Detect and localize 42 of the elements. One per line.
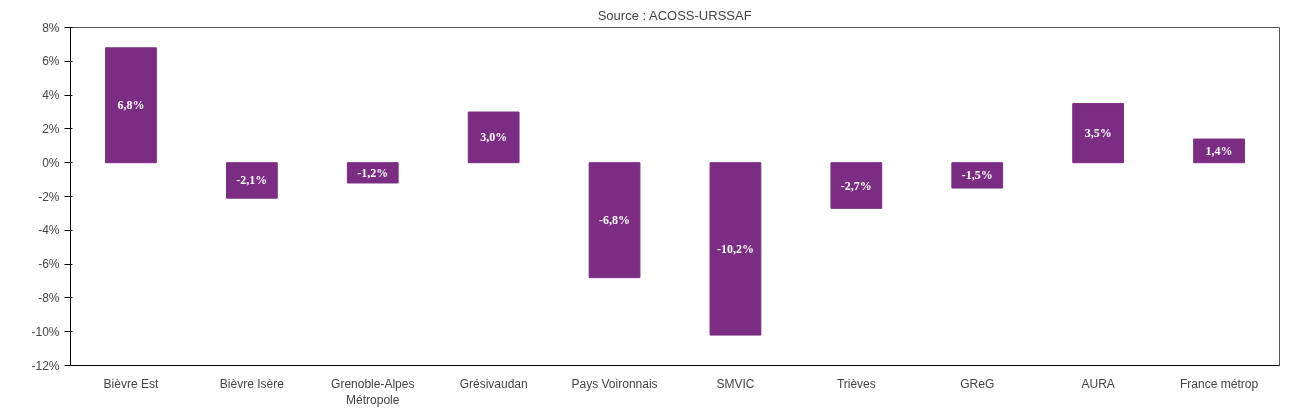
y-tick-label: -8% [38,290,60,305]
data-label: -6,8% [599,213,631,228]
data-label: -2,1% [236,173,268,188]
y-tick-label: 0% [42,155,60,170]
bar [830,162,883,209]
bar [467,111,520,164]
y-tick-label: -10% [31,324,60,339]
x-tick-label: AURA [1081,376,1115,391]
x-tick-label: Grenoble-Alpes Métropole [331,376,415,408]
y-tick-label: 8% [42,20,60,35]
x-tick-label: France métrop [1180,376,1259,391]
bar [709,162,762,336]
data-label: -10,2% [716,241,754,256]
y-tick-label: -12% [31,358,60,373]
y-tick-label: 2% [42,121,60,136]
bar [346,162,399,184]
data-label: -2,7% [840,178,872,193]
y-tick-label: -6% [38,257,60,272]
x-tick-label: SMVIC [716,376,755,391]
y-tick-label: -2% [38,189,60,204]
x-tick-label: Trièves [836,376,876,391]
bar [1193,138,1245,164]
x-tick-label: GReG [960,376,995,391]
data-label: -1,5% [961,168,993,183]
data-label: 3,0% [480,130,508,145]
x-tick-label: Grésivaudan [459,376,528,391]
x-tick-label: Bièvre Isère [219,376,285,391]
data-label: 6,8% [117,98,145,113]
bar [951,162,1004,189]
data-label: 3,5% [1084,126,1112,141]
data-label: 1,4% [1205,143,1233,158]
bar [225,162,278,199]
source-note: Source : ACOSS-URSSAF [597,7,752,23]
x-tick-label: Bièvre Est [103,376,159,391]
x-tick-label: Pays Voironnais [571,376,658,391]
bar [1072,103,1125,164]
data-label: -1,2% [357,165,389,180]
y-tick-label: 6% [42,54,60,69]
bar [105,47,157,164]
bar [588,162,641,279]
y-tick-label: -4% [38,223,60,238]
y-tick-label: 4% [42,88,60,103]
